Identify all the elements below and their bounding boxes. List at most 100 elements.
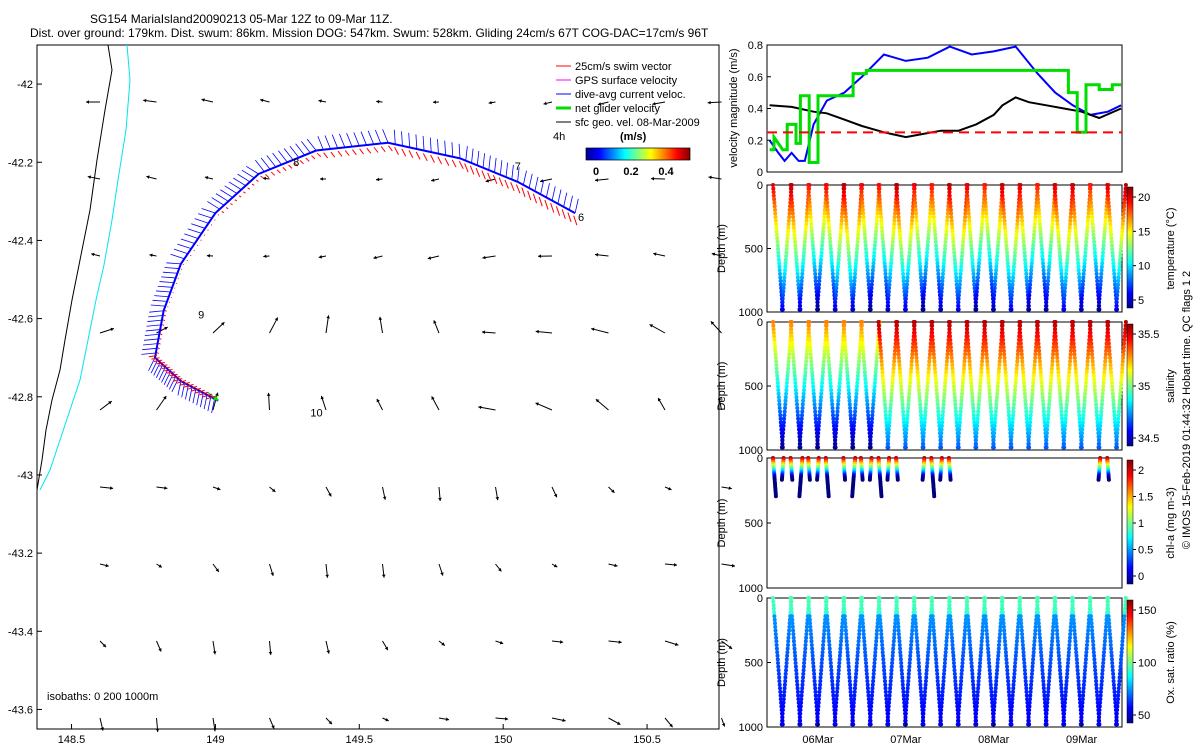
temperature-section-point	[790, 200, 794, 205]
temperature-section-point	[882, 257, 887, 262]
temperature-section-point	[830, 264, 835, 269]
sfc-geo-vel-arrow-head	[260, 98, 264, 103]
sfc-geo-vel-arrow-head	[721, 723, 726, 727]
oxygen-section-point	[826, 624, 830, 629]
legend-dive-avg-current: dive-avg current veloc.	[575, 89, 686, 101]
salinity-section-point	[880, 366, 885, 371]
oxygen-section-point	[776, 661, 780, 665]
temperature-section-point	[943, 247, 947, 251]
oxygen-section-point	[862, 639, 867, 644]
oxygen-section-point	[1001, 614, 1006, 619]
salinity-section-point	[982, 320, 987, 324]
salinity-section-point	[991, 441, 996, 446]
salinity-section-point	[1012, 398, 1017, 403]
temperature-section-point	[1055, 222, 1060, 227]
salinity-section-point	[1041, 402, 1046, 407]
temperature-section-point	[810, 232, 815, 237]
oxygen-section-point	[892, 624, 897, 629]
temperature-section-point	[897, 225, 902, 230]
salinity-section-point	[988, 398, 993, 403]
swim-vector	[487, 172, 492, 182]
salinity-section-point	[998, 352, 1003, 357]
salinity-section-point	[1009, 438, 1014, 443]
temperature-section-point	[1015, 225, 1019, 230]
salinity-section-point	[896, 345, 901, 350]
temperature-section-point	[844, 218, 849, 223]
swim-vector	[206, 395, 217, 400]
temperature-section-point	[1122, 197, 1127, 202]
salinity-section-point	[1021, 370, 1026, 375]
salinity-section-point	[976, 406, 981, 410]
temperature-section-point	[811, 250, 816, 255]
oxygen-section-point	[993, 686, 998, 691]
salinity-section-point	[888, 402, 893, 407]
salinity-section-point	[1046, 416, 1050, 421]
salinity-section-point	[940, 420, 945, 425]
temperature-section-point	[1083, 250, 1088, 255]
temperature-section-point	[1067, 229, 1072, 234]
salinity-section-point	[1051, 352, 1055, 357]
oxygen-section-point	[802, 661, 807, 665]
swim-vector	[299, 159, 304, 165]
oxygen-section-point	[933, 650, 938, 655]
temperature-section-point	[847, 264, 852, 269]
temperature-section-point	[1058, 261, 1063, 266]
temperature-section-point	[961, 239, 966, 244]
oxygen-section-point	[854, 671, 859, 676]
swim-vector	[555, 206, 561, 216]
temperature-section-point	[1071, 200, 1076, 205]
temperature-section-point	[895, 197, 900, 202]
oxygen-section-point	[1061, 718, 1066, 723]
salinity-section-point	[1103, 355, 1108, 360]
salinity-section-point	[1073, 366, 1078, 371]
salinity-section-point	[989, 413, 994, 418]
oxygen-section-point	[988, 679, 993, 684]
oxygen-section-point	[799, 697, 804, 702]
oxygen-section-point	[909, 632, 914, 637]
dive-avg-current-vector	[545, 183, 550, 198]
oxygen-section-point	[853, 675, 858, 680]
temperature-section-point	[1065, 261, 1069, 266]
temperature-section-point	[1111, 268, 1116, 273]
temperature-section-point	[891, 232, 896, 237]
sfc-geo-vel-arrow-head	[488, 100, 492, 105]
salinity-section-point	[1047, 391, 1052, 396]
temperature-section-point	[1059, 275, 1064, 280]
temperature-section-point	[945, 218, 950, 223]
swim-vector	[444, 157, 450, 166]
salinity-section-point	[1053, 330, 1058, 335]
oxygen-section-point	[834, 697, 839, 702]
temperature-section-point	[954, 282, 959, 287]
temperature-section-point	[1011, 268, 1016, 273]
temperature-section-point	[829, 254, 834, 259]
salinity-section-point	[1079, 441, 1084, 446]
oxygen-section-point	[934, 668, 939, 673]
oxygen-section-point	[868, 711, 873, 716]
temperature-section-point	[1114, 296, 1119, 301]
temperature-section-point	[1062, 293, 1067, 298]
salinity-section-point	[1049, 377, 1054, 382]
oxygen-section-point	[838, 646, 843, 651]
temperature-section-point	[846, 247, 851, 251]
temperature-section-point	[1047, 261, 1052, 266]
oxygen-section-point	[804, 632, 809, 637]
temperature-section-point	[1087, 186, 1092, 191]
temperature-section-point	[865, 264, 870, 269]
salinity-section-point	[844, 363, 849, 367]
oxygen-section-point	[919, 697, 924, 702]
temperature-section-point	[1099, 268, 1104, 273]
temperature-section-point	[1033, 218, 1038, 223]
salinity-section-point	[1042, 416, 1047, 421]
salinity-section-point	[1039, 373, 1043, 378]
salinity-section-point	[887, 420, 892, 425]
swim-vector	[195, 389, 205, 394]
temperature-section-point	[959, 261, 964, 266]
oxygen-section-point	[869, 697, 874, 702]
salinity-section-point	[999, 323, 1004, 328]
temperature-section-point	[1068, 218, 1073, 223]
geostrophic-velocity-field	[86, 98, 736, 732]
temperature-section-point	[1101, 247, 1106, 251]
temperature-section-point	[908, 239, 913, 244]
temperature-section-point	[920, 307, 925, 312]
temperature-section-point	[827, 225, 832, 230]
